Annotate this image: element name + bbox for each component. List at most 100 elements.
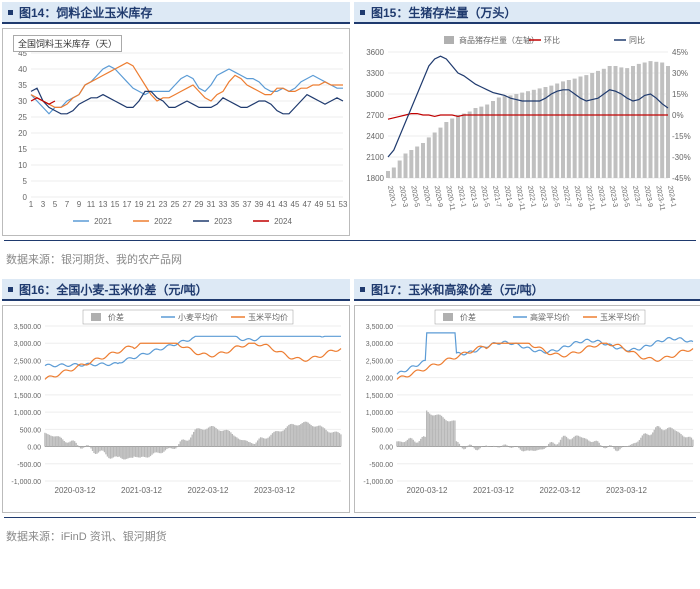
svg-text:11: 11	[87, 200, 96, 209]
svg-text:2700: 2700	[366, 111, 384, 120]
svg-text:27: 27	[183, 200, 192, 209]
svg-text:2022-1: 2022-1	[526, 185, 537, 208]
panel-fig15: 图15：生猪存栏量（万头） 1800 2100 2400 2700 3000 3300 36…	[354, 2, 700, 236]
svg-text:45: 45	[291, 200, 300, 209]
svg-text:-1,000.00: -1,000.00	[11, 479, 41, 486]
svg-text:2,500.00: 2,500.00	[14, 358, 41, 365]
svg-text:53: 53	[339, 200, 348, 209]
svg-text:13: 13	[99, 200, 108, 209]
svg-text:2023-3: 2023-3	[608, 185, 619, 208]
svg-text:0: 0	[23, 193, 28, 202]
svg-text:2022-7: 2022-7	[561, 185, 572, 208]
svg-text:2023-7: 2023-7	[631, 185, 642, 208]
bullet-icon	[360, 10, 365, 15]
svg-text:2021-3: 2021-3	[468, 185, 479, 208]
fig15-title: 图15：生猪存栏量（万头）	[371, 4, 516, 21]
svg-text:2020-3: 2020-3	[398, 185, 409, 208]
svg-text:3000: 3000	[366, 90, 384, 99]
svg-text:2021-5: 2021-5	[479, 185, 490, 208]
fig16-title: 图16：全国小麦-玉米价差（元/吨）	[19, 281, 208, 298]
svg-text:5: 5	[23, 177, 28, 186]
svg-text:-15%: -15%	[672, 132, 691, 141]
svg-text:51: 51	[327, 200, 336, 209]
svg-text:1,000.00: 1,000.00	[14, 410, 41, 417]
svg-text:2,500.00: 2,500.00	[366, 358, 393, 365]
svg-text:2,000.00: 2,000.00	[366, 376, 393, 383]
svg-text:2400: 2400	[366, 132, 384, 141]
svg-text:3,000.00: 3,000.00	[366, 341, 393, 348]
bullet-icon	[8, 287, 13, 292]
svg-text:-1,000.00: -1,000.00	[363, 479, 393, 486]
svg-text:1800: 1800	[366, 174, 384, 183]
source-bot: 数据来源：iFinD 资讯、银河期货	[0, 524, 700, 554]
svg-text:2023-11: 2023-11	[654, 185, 665, 211]
svg-text:2022-3: 2022-3	[538, 185, 549, 208]
svg-text:25: 25	[18, 113, 27, 122]
fig14-sublegend: 全国饲料玉米库存（天）	[13, 35, 122, 52]
svg-text:500.00: 500.00	[372, 427, 394, 434]
bullet-icon	[8, 10, 13, 15]
fig14-chart: 全国饲料玉米库存（天） 0510152025303540451357911131…	[2, 28, 350, 236]
svg-text:2020-7: 2020-7	[421, 185, 432, 208]
svg-text:-500.00: -500.00	[17, 462, 41, 469]
svg-text:3600: 3600	[366, 48, 384, 57]
panel-fig17: 图17：玉米和高粱价差（元/吨） -1,000.00-500.000.00500…	[354, 279, 700, 513]
svg-text:2022-03-12: 2022-03-12	[540, 486, 581, 495]
svg-text:1,000.00: 1,000.00	[366, 410, 393, 417]
fig15-title-bar: 图15：生猪存栏量（万头）	[354, 2, 700, 24]
svg-text:20: 20	[18, 129, 27, 138]
svg-text:37: 37	[243, 200, 252, 209]
svg-text:21: 21	[147, 200, 156, 209]
svg-text:2020-11: 2020-11	[444, 185, 455, 211]
svg-text:高粱平均价: 高粱平均价	[530, 312, 570, 322]
svg-text:2020-9: 2020-9	[433, 185, 444, 208]
svg-text:2020-03-12: 2020-03-12	[55, 486, 96, 495]
fig17-chart: -1,000.00-500.000.00500.001,000.001,500.…	[354, 305, 700, 513]
svg-text:2022: 2022	[154, 217, 172, 226]
fig14-title-bar: 图14：饲料企业玉米库存	[2, 2, 350, 24]
svg-text:2022-5: 2022-5	[549, 185, 560, 208]
svg-text:小麦平均价: 小麦平均价	[178, 312, 218, 322]
svg-text:1,500.00: 1,500.00	[14, 393, 41, 400]
svg-text:30: 30	[18, 97, 27, 106]
svg-text:3,500.00: 3,500.00	[366, 324, 393, 331]
svg-text:2022-11: 2022-11	[584, 185, 595, 211]
source-top: 数据来源：银河期货、我的农产品网	[0, 247, 700, 277]
fig15-chart: 1800 2100 2400 2700 3000 3300 3600 -45% -30% -15%…	[354, 28, 700, 236]
svg-text:2021-03-12: 2021-03-12	[473, 486, 514, 495]
svg-text:2021: 2021	[94, 217, 112, 226]
svg-text:3300: 3300	[366, 69, 384, 78]
svg-text:2100: 2100	[366, 153, 384, 162]
svg-text:2023-1: 2023-1	[596, 185, 607, 208]
svg-text:2021-9: 2021-9	[503, 185, 514, 208]
separator	[4, 240, 696, 241]
svg-text:35: 35	[18, 81, 27, 90]
svg-text:玉米平均价: 玉米平均价	[600, 312, 640, 322]
svg-text:5: 5	[53, 200, 58, 209]
svg-text:-45%: -45%	[672, 174, 691, 183]
svg-text:7: 7	[65, 200, 70, 209]
svg-text:同比: 同比	[629, 35, 645, 45]
svg-text:-30%: -30%	[672, 153, 691, 162]
svg-text:2020-03-12: 2020-03-12	[407, 486, 448, 495]
svg-text:39: 39	[255, 200, 264, 209]
svg-text:价差: 价差	[460, 312, 476, 322]
svg-text:10: 10	[18, 161, 27, 170]
panel-fig16: 图16：全国小麦-玉米价差（元/吨） -1,000.00-500.000.005…	[2, 279, 350, 513]
svg-text:17: 17	[123, 200, 132, 209]
svg-text:商品猪存栏量（左轴）: 商品猪存栏量（左轴）	[459, 35, 539, 45]
svg-text:1: 1	[29, 200, 34, 209]
svg-text:30%: 30%	[672, 69, 688, 78]
svg-text:2020-1: 2020-1	[386, 185, 397, 208]
svg-text:2023-03-12: 2023-03-12	[606, 486, 647, 495]
svg-text:2023-5: 2023-5	[619, 185, 630, 208]
svg-text:49: 49	[315, 200, 324, 209]
svg-text:0.00: 0.00	[379, 445, 393, 452]
svg-text:3,500.00: 3,500.00	[14, 324, 41, 331]
fig14-title: 图14：饲料企业玉米库存	[19, 4, 152, 21]
separator	[4, 517, 696, 518]
svg-text:2023: 2023	[214, 217, 232, 226]
svg-text:25: 25	[171, 200, 180, 209]
svg-text:500.00: 500.00	[20, 427, 42, 434]
svg-text:47: 47	[303, 200, 312, 209]
